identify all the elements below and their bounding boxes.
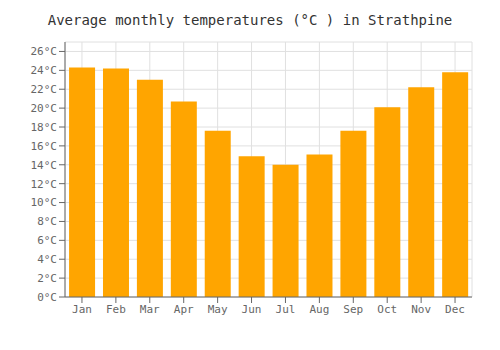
svg-text:16°C: 16°C	[31, 140, 58, 153]
svg-text:Nov: Nov	[411, 303, 431, 316]
svg-text:8°C: 8°C	[37, 215, 57, 228]
svg-text:18°C: 18°C	[31, 121, 58, 134]
svg-text:Feb: Feb	[106, 303, 126, 316]
svg-text:Jun: Jun	[242, 303, 262, 316]
svg-text:Oct: Oct	[377, 303, 397, 316]
svg-text:Mar: Mar	[140, 303, 160, 316]
svg-text:6°C: 6°C	[37, 234, 57, 247]
svg-text:Apr: Apr	[174, 303, 194, 316]
svg-text:20°C: 20°C	[31, 102, 58, 115]
svg-text:14°C: 14°C	[31, 159, 58, 172]
svg-text:May: May	[208, 303, 228, 316]
svg-text:22°C: 22°C	[31, 83, 58, 96]
svg-text:2°C: 2°C	[37, 272, 57, 285]
svg-text:4°C: 4°C	[37, 253, 57, 266]
svg-text:Dec: Dec	[445, 303, 465, 316]
svg-text:26°C: 26°C	[31, 45, 58, 58]
svg-text:Jan: Jan	[72, 303, 92, 316]
svg-text:Sep: Sep	[343, 303, 363, 316]
svg-text:10°C: 10°C	[31, 196, 58, 209]
html-text:Average monthly temperatures (: Average monthly temperatures (°C ) in St…	[47, 12, 453, 28]
svg-text:0°C: 0°C	[37, 291, 57, 304]
svg-text:12°C: 12°C	[31, 178, 58, 191]
svg-text:24°C: 24°C	[31, 64, 58, 77]
svg-text:Aug: Aug	[309, 303, 329, 316]
svg-text:Jul: Jul	[276, 303, 296, 316]
